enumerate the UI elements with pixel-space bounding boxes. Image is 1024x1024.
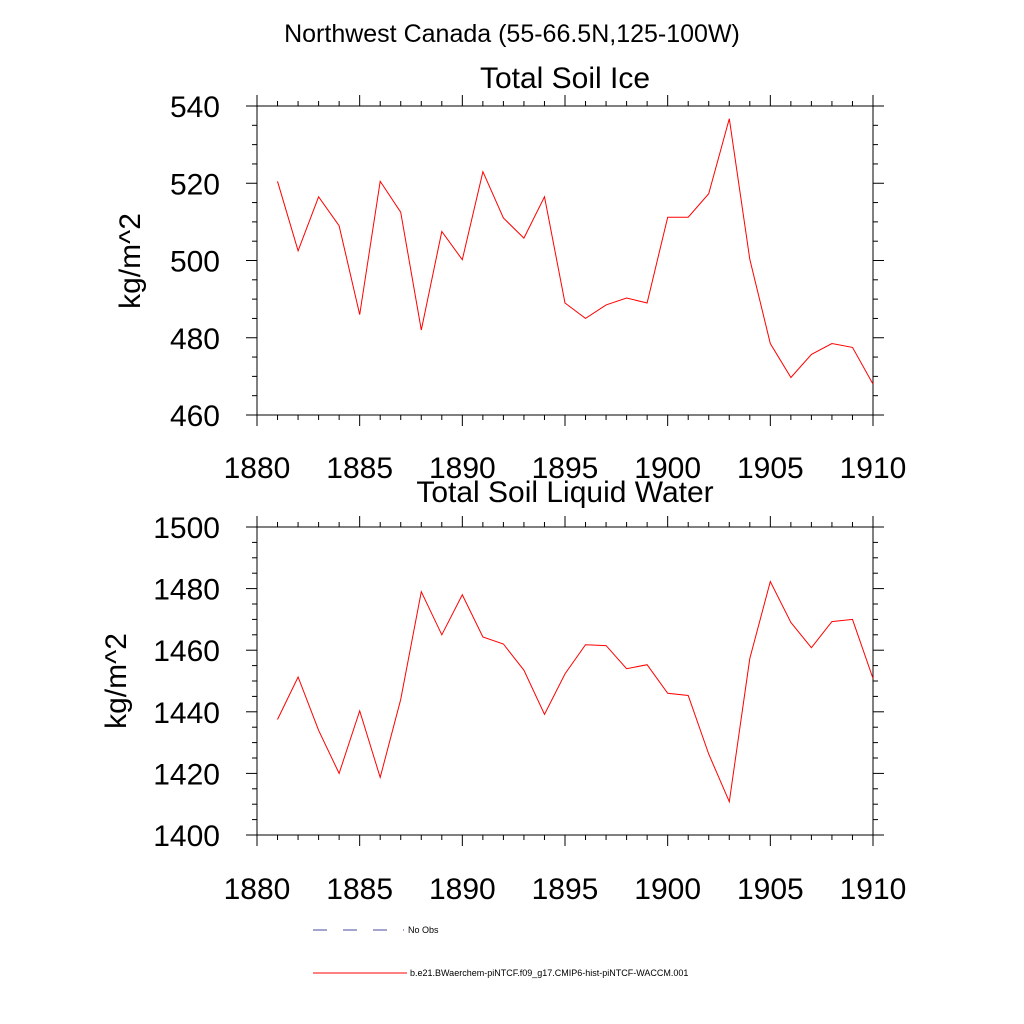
x-tick-label: 1900 bbox=[634, 873, 701, 906]
x-tick-label: 1895 bbox=[532, 452, 599, 485]
x-tick-label: 1880 bbox=[224, 873, 291, 906]
series-line-model bbox=[277, 580, 874, 804]
y-tick-label: 1440 bbox=[153, 697, 220, 730]
panel-soil-liquid-water: Total Soil Liquid Water kg/m^2 1880 1885 1… bbox=[100, 476, 906, 906]
panel-soil-ice: Total Soil Ice kg/m^2 1880 1885 1890 1895 19… bbox=[114, 62, 906, 485]
tick-labels: 1880 1885 1890 1895 1900 1905 1910 460 480 500 520… bbox=[170, 91, 906, 485]
plot-frame bbox=[256, 526, 874, 836]
x-tick-label: 1880 bbox=[224, 452, 291, 485]
y-tick-label: 520 bbox=[170, 168, 220, 201]
series-group bbox=[277, 580, 874, 804]
tick-labels: 1880 1885 1890 1895 1900 1905 1910 1400 1420 1440… bbox=[153, 512, 906, 906]
figure-suptitle: Northwest Canada (55-66.5N,125-100W) bbox=[284, 20, 740, 48]
y-tick-label: 1460 bbox=[153, 635, 220, 668]
chart-title: Total Soil Ice bbox=[480, 62, 650, 95]
x-tick-label: 1890 bbox=[429, 873, 496, 906]
x-tick-label: 1910 bbox=[840, 452, 907, 485]
legend-label-obs: No Obs bbox=[408, 925, 439, 935]
y-tick-label: 1500 bbox=[153, 512, 220, 545]
x-tick-label: 1900 bbox=[634, 452, 701, 485]
legend-label-model: b.e21.BWaerchem-piNTCF.f09_g17.CMIP6-his… bbox=[410, 968, 688, 978]
y-tick-label: 1420 bbox=[153, 758, 220, 791]
y-axis-label: kg/m^2 bbox=[114, 213, 147, 309]
y-tick-label: 1480 bbox=[153, 574, 220, 607]
series-line-model bbox=[277, 118, 874, 385]
y-tick-label: 540 bbox=[170, 91, 220, 124]
x-tick-label: 1885 bbox=[326, 452, 393, 485]
y-axis-label: kg/m^2 bbox=[100, 633, 133, 729]
x-tick-label: 1885 bbox=[326, 873, 393, 906]
series-group bbox=[277, 118, 874, 385]
y-tick-label: 1400 bbox=[153, 820, 220, 853]
y-tick-label: 460 bbox=[170, 400, 220, 433]
axis-ticks bbox=[246, 516, 884, 846]
chart-title: Total Soil Liquid Water bbox=[416, 476, 713, 509]
x-tick-label: 1910 bbox=[840, 873, 907, 906]
y-tick-label: 500 bbox=[170, 246, 220, 279]
plot-frame bbox=[256, 105, 874, 416]
legend: No Obs b.e21.BWaerchem-piNTCF.f09_g17.CM… bbox=[313, 925, 688, 978]
x-tick-label: 1905 bbox=[737, 873, 804, 906]
y-tick-label: 480 bbox=[170, 323, 220, 356]
x-tick-label: 1895 bbox=[532, 873, 599, 906]
x-tick-label: 1905 bbox=[737, 452, 804, 485]
x-tick-label: 1890 bbox=[429, 452, 496, 485]
axis-ticks bbox=[246, 95, 884, 426]
